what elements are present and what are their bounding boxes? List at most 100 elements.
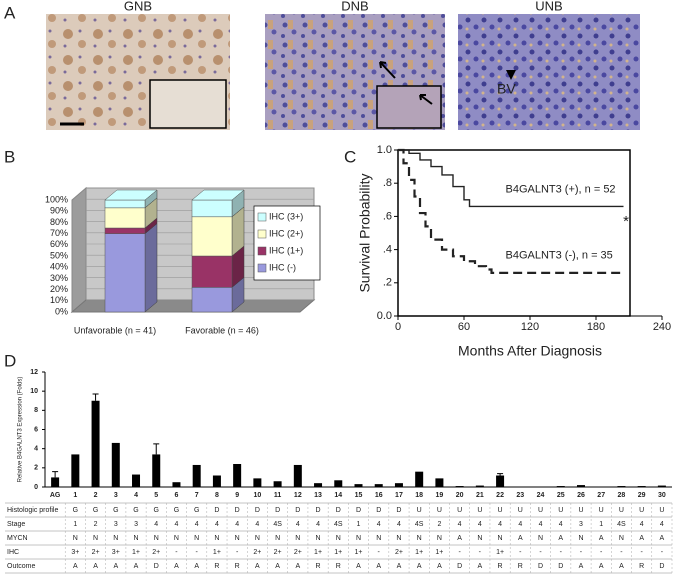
cell: G bbox=[154, 507, 159, 514]
image-title: UNB bbox=[535, 0, 562, 13]
y-tick-label: 40% bbox=[50, 262, 68, 272]
cell: U bbox=[558, 507, 563, 514]
cell: 4 bbox=[660, 521, 664, 528]
bar-segment bbox=[104, 207, 146, 229]
cell: D bbox=[356, 507, 361, 514]
cell: G bbox=[174, 507, 179, 514]
cell: N bbox=[477, 535, 482, 542]
x-tick-label: 20 bbox=[456, 492, 464, 499]
cell: 1+ bbox=[213, 549, 221, 556]
x-tick-label: 30 bbox=[658, 492, 666, 499]
bar-segment bbox=[104, 227, 146, 234]
x-tick-label: 120 bbox=[521, 321, 539, 333]
cell: U bbox=[477, 507, 482, 514]
cell: U bbox=[578, 507, 583, 514]
cell: A bbox=[295, 563, 300, 570]
cell: D bbox=[659, 563, 664, 570]
bar bbox=[111, 442, 120, 487]
x-tick-label: 1 bbox=[73, 492, 77, 499]
legend-label: IHC (1+) bbox=[269, 245, 303, 255]
panel-b: 0%10%20%30%40% 50%60%70%80%90% 100% Unfavor… bbox=[45, 186, 321, 335]
x-tick-label: 24 bbox=[537, 492, 545, 499]
bar bbox=[172, 482, 181, 487]
bar bbox=[334, 480, 343, 487]
bar bbox=[657, 485, 666, 487]
bar bbox=[455, 486, 464, 487]
cell: - bbox=[640, 549, 643, 556]
bar-segment bbox=[191, 216, 233, 257]
cell: 4 bbox=[498, 521, 502, 528]
y-tick-label: 60% bbox=[50, 239, 68, 249]
y-tick-label: 80% bbox=[50, 217, 68, 227]
legend-swatch bbox=[257, 212, 267, 222]
arrowhead bbox=[506, 70, 516, 80]
legend-swatch bbox=[257, 263, 267, 273]
cell: N bbox=[437, 535, 442, 542]
cell: 1+ bbox=[334, 549, 342, 556]
cell: 4 bbox=[215, 521, 219, 528]
cell: N bbox=[578, 535, 583, 542]
cell: D bbox=[316, 507, 321, 514]
x-tick-label: 9 bbox=[235, 492, 239, 499]
cell: 4 bbox=[175, 521, 179, 528]
cell: N bbox=[295, 535, 300, 542]
cell: N bbox=[93, 535, 98, 542]
bar bbox=[132, 474, 141, 487]
bar bbox=[273, 481, 282, 487]
cell: 3 bbox=[134, 521, 138, 528]
cell: U bbox=[538, 507, 543, 514]
panel-label: D bbox=[4, 351, 16, 370]
x-tick-label: 26 bbox=[577, 492, 585, 499]
cell: D bbox=[396, 507, 401, 514]
cell: N bbox=[498, 535, 503, 542]
cell: N bbox=[133, 535, 138, 542]
bar-segment bbox=[191, 287, 233, 313]
cell: A bbox=[599, 563, 604, 570]
legend-swatch bbox=[257, 246, 267, 256]
y-tick-label: 70% bbox=[50, 228, 68, 238]
cell: D bbox=[538, 563, 543, 570]
y-tick-label: 12 bbox=[30, 369, 38, 376]
cell: 1 bbox=[73, 521, 77, 528]
y-tick-label: 2 bbox=[34, 465, 38, 472]
cell: A bbox=[639, 535, 644, 542]
bar bbox=[314, 483, 323, 487]
x-tick-label: AG bbox=[50, 492, 61, 499]
y-tick-label: 10% bbox=[50, 295, 68, 305]
cell: 2+ bbox=[395, 549, 403, 556]
x-tick-label: 60 bbox=[458, 321, 470, 333]
cell: - bbox=[560, 549, 563, 556]
cell: 2+ bbox=[92, 549, 100, 556]
error-bar bbox=[92, 393, 99, 401]
cell: - bbox=[519, 549, 522, 556]
cell: A bbox=[457, 535, 462, 542]
cell: 1+ bbox=[415, 549, 423, 556]
y-tick-label: 8 bbox=[34, 407, 38, 414]
cell: A bbox=[599, 535, 604, 542]
x-tick-label: 8 bbox=[215, 492, 219, 499]
error-bar bbox=[153, 443, 160, 455]
survival-curve bbox=[398, 148, 624, 274]
cell: A bbox=[93, 563, 98, 570]
y-tick-label: .6 bbox=[383, 210, 392, 222]
bar-segment bbox=[104, 199, 146, 209]
cell: 1 bbox=[599, 521, 603, 528]
bar bbox=[233, 464, 242, 487]
cell: 2+ bbox=[274, 549, 282, 556]
cell: N bbox=[336, 535, 341, 542]
x-tick-label: 15 bbox=[355, 492, 363, 499]
y-tick-label: 1.0 bbox=[377, 144, 392, 156]
cell: A bbox=[113, 563, 118, 570]
cell: A bbox=[174, 563, 179, 570]
cell: 4 bbox=[296, 521, 300, 528]
cell: G bbox=[133, 507, 138, 514]
row-header: Histologic profile bbox=[7, 507, 58, 514]
curve-label: B4GALNT3 (+), n = 52 bbox=[506, 183, 616, 195]
data-table: Histologic profile G G G G G G G D D D D D D D D D D U U U U U… bbox=[5, 502, 673, 574]
x-tick-label: 14 bbox=[334, 492, 342, 499]
cell: 4 bbox=[154, 521, 158, 528]
cell: 1+ bbox=[355, 549, 363, 556]
cell: A bbox=[356, 563, 361, 570]
cell: D bbox=[275, 507, 280, 514]
